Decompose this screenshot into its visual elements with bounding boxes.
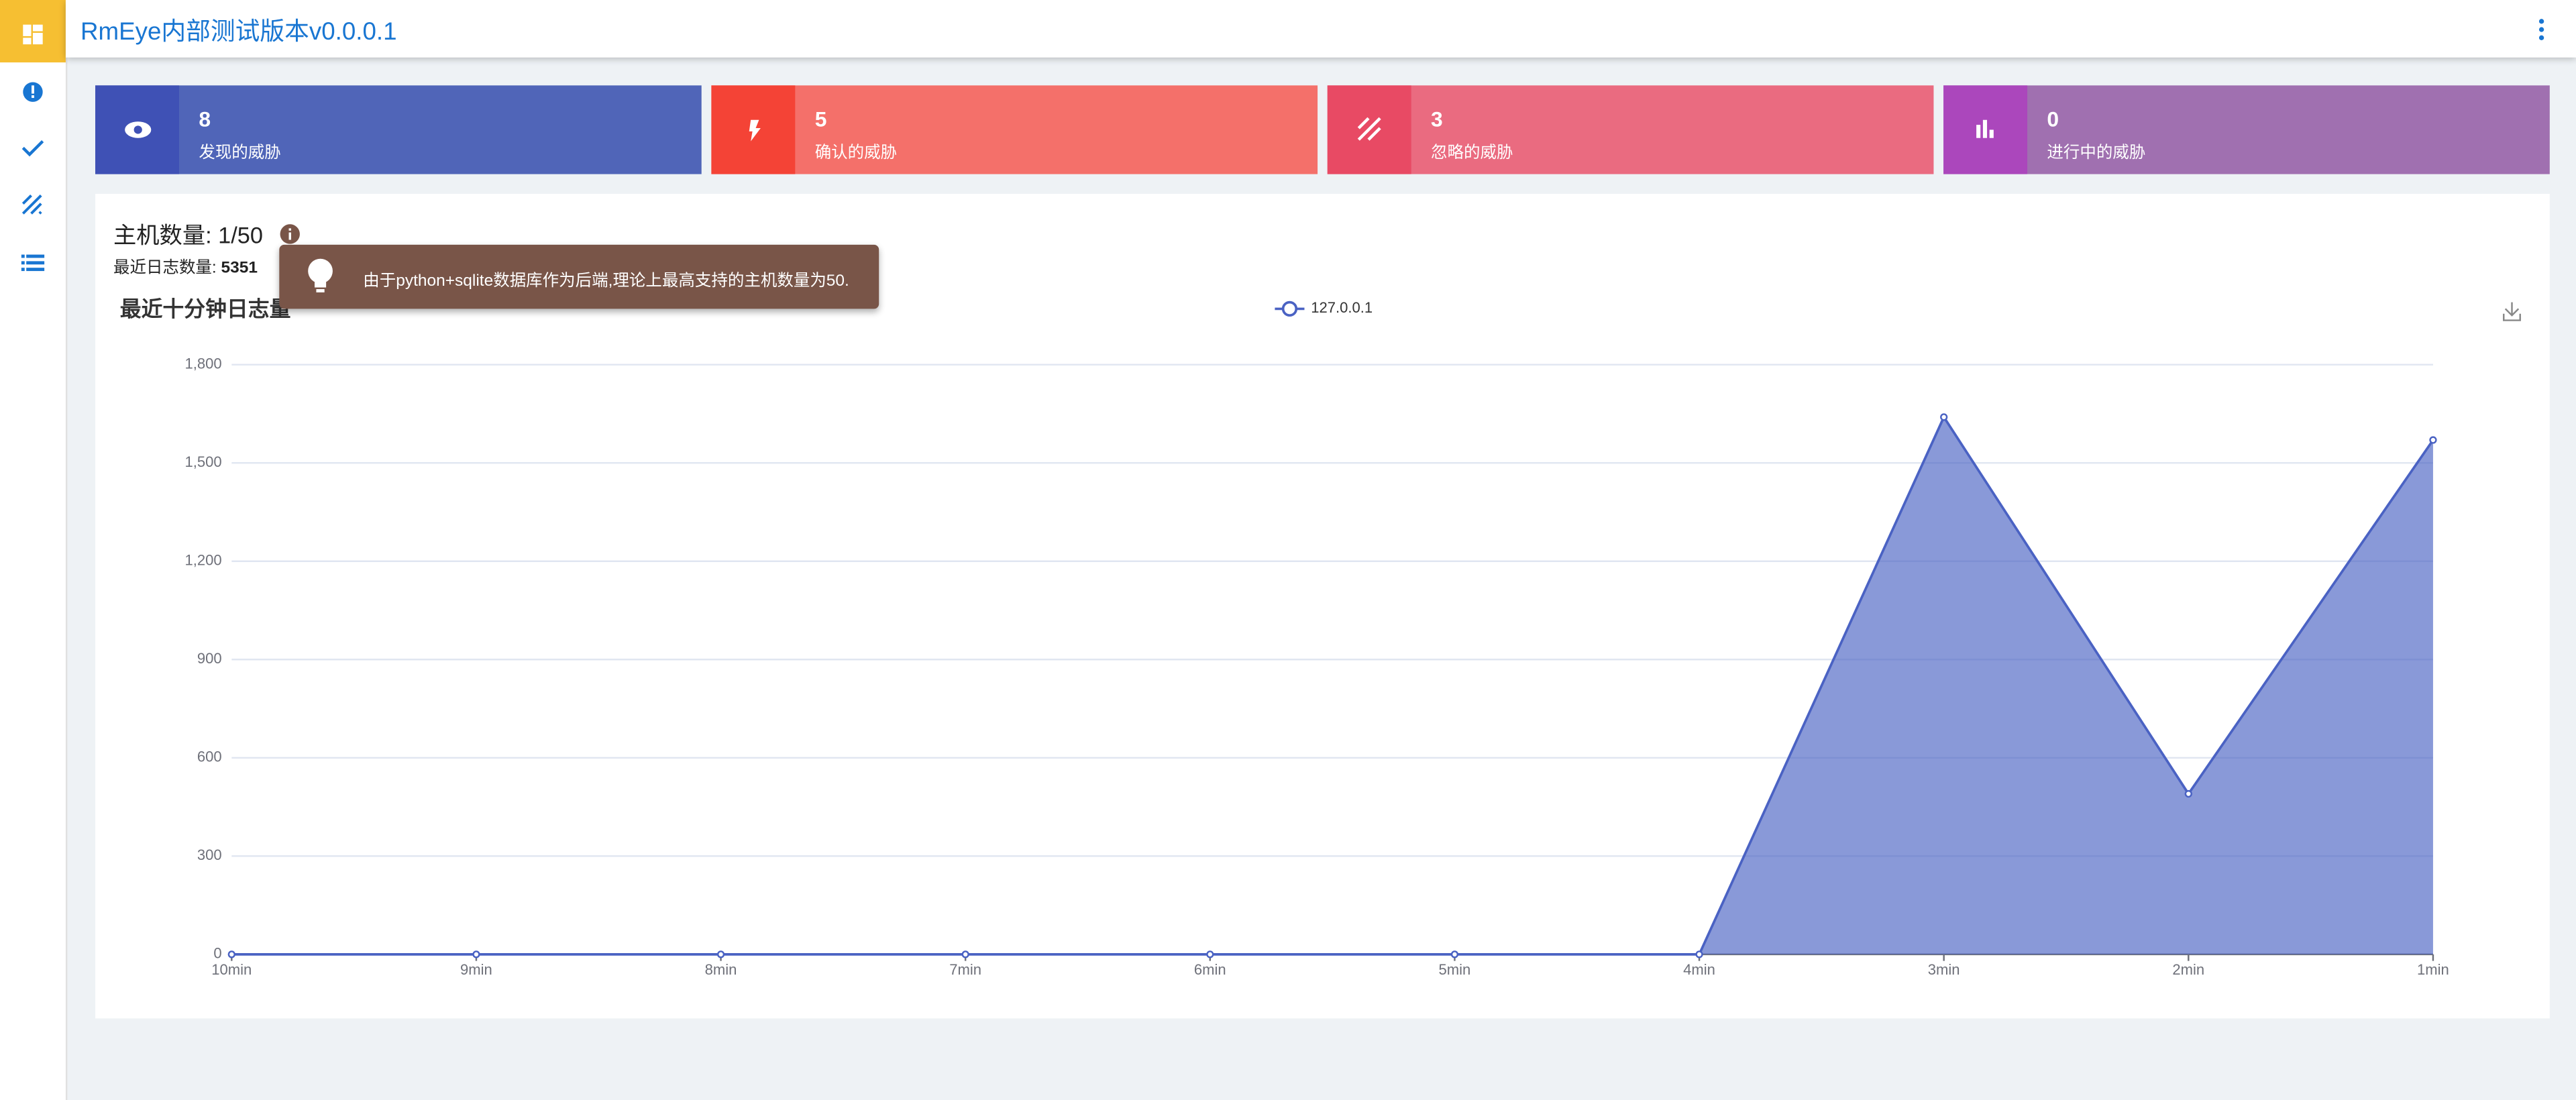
log-count-value: 5351 <box>221 259 258 278</box>
point <box>961 950 969 958</box>
ignore-icon <box>1357 117 1381 141</box>
y-tick-label: 1,500 <box>184 453 221 470</box>
point <box>1206 950 1214 958</box>
stat-card: 8 发现的威胁 <box>95 85 702 174</box>
stat-card: 3 忽略的威胁 <box>1327 85 1934 174</box>
x-tick-label: 3min <box>1928 961 1960 978</box>
sidebar-icons <box>0 0 66 272</box>
download-button[interactable] <box>2503 302 2521 321</box>
chart-title: 最近十分钟日志量 <box>120 296 291 321</box>
stat-value: 0 <box>2047 107 2059 131</box>
legend-label: 127.0.0.1 <box>1311 299 1373 316</box>
x-tick-label: 6min <box>1194 961 1226 978</box>
point <box>227 950 235 958</box>
legend-marker <box>1281 300 1298 317</box>
x-tick-label: 2min <box>2172 961 2204 978</box>
menu-button[interactable] <box>2533 16 2549 42</box>
x-tick-label: 7min <box>949 961 981 978</box>
point <box>2184 789 2192 798</box>
header: RmEye内部测试版本v0.0.0.1 <box>65 0 2576 58</box>
y-tick-label: 1,200 <box>184 552 221 569</box>
stat-label: 忽略的威胁 <box>1431 144 1513 163</box>
sidebar <box>0 0 68 1100</box>
x-tick-label: 8min <box>705 961 737 978</box>
stat-value: 5 <box>814 107 827 131</box>
check-button[interactable] <box>21 140 44 157</box>
log-count-label: 最近日志数量: <box>113 259 217 278</box>
stat-label: 确认的威胁 <box>814 144 898 163</box>
info-icon[interactable] <box>279 223 301 245</box>
x-tick-label: 4min <box>1683 961 1715 978</box>
dashboard-icon <box>23 24 43 45</box>
chart-icon <box>1976 119 1994 138</box>
y-tick-label: 300 <box>197 846 222 863</box>
x-tick-label: 1min <box>2417 961 2449 978</box>
point <box>2429 436 2437 444</box>
host-count: 主机数量: 1/50 <box>113 219 263 252</box>
tooltip-text: 由于python+sqlite数据库作为后端,理论上最高支持的主机数量为50. <box>363 272 849 291</box>
host-count-value: 1/50 <box>218 221 263 248</box>
y-tick-label: 1,800 <box>184 355 221 372</box>
eye-icon <box>125 121 152 138</box>
ignore-button[interactable] <box>21 195 42 215</box>
tooltip: 由于python+sqlite数据库作为后端,理论上最高支持的主机数量为50. <box>279 244 879 309</box>
stat-value: 3 <box>1431 107 1443 131</box>
line <box>231 415 2434 956</box>
y-tick-label: 0 <box>213 945 221 962</box>
bulb-icon <box>308 258 333 292</box>
host-count-label: 主机数量: <box>113 221 212 248</box>
point <box>1450 950 1459 958</box>
stat-card: 5 确认的威胁 <box>711 85 1318 174</box>
point <box>716 950 725 958</box>
host-panel: 主机数量: 1/50 最近日志数量: 5351 最近十分钟日志量 0 300 600… <box>95 193 2550 1019</box>
point <box>472 950 480 958</box>
log-count: 最近日志数量: 5351 <box>113 253 258 278</box>
stat-label: 发现的威胁 <box>199 144 281 163</box>
point <box>1695 950 1703 958</box>
app-title: RmEye内部测试版本v0.0.0.1 <box>80 17 397 46</box>
stat-label: 进行中的威胁 <box>2047 144 2146 163</box>
chart: 最近十分钟日志量 0 300 600 900 1,200 1,500 1,800 10min 9… <box>120 296 2521 978</box>
x-tick-label: 9min <box>460 961 492 978</box>
x-tick-label: 10min <box>211 961 252 978</box>
stat-card: 0 进行中的威胁 <box>1943 85 2550 174</box>
area <box>231 417 2433 954</box>
x-tick-label: 5min <box>1439 961 1471 978</box>
stat-value: 8 <box>199 107 211 131</box>
y-tick-label: 900 <box>197 650 222 667</box>
bolt-icon <box>749 119 761 142</box>
alert-button[interactable] <box>23 82 43 102</box>
point <box>1940 413 1948 421</box>
y-tick-label: 600 <box>197 749 222 765</box>
list-button[interactable] <box>21 254 45 272</box>
